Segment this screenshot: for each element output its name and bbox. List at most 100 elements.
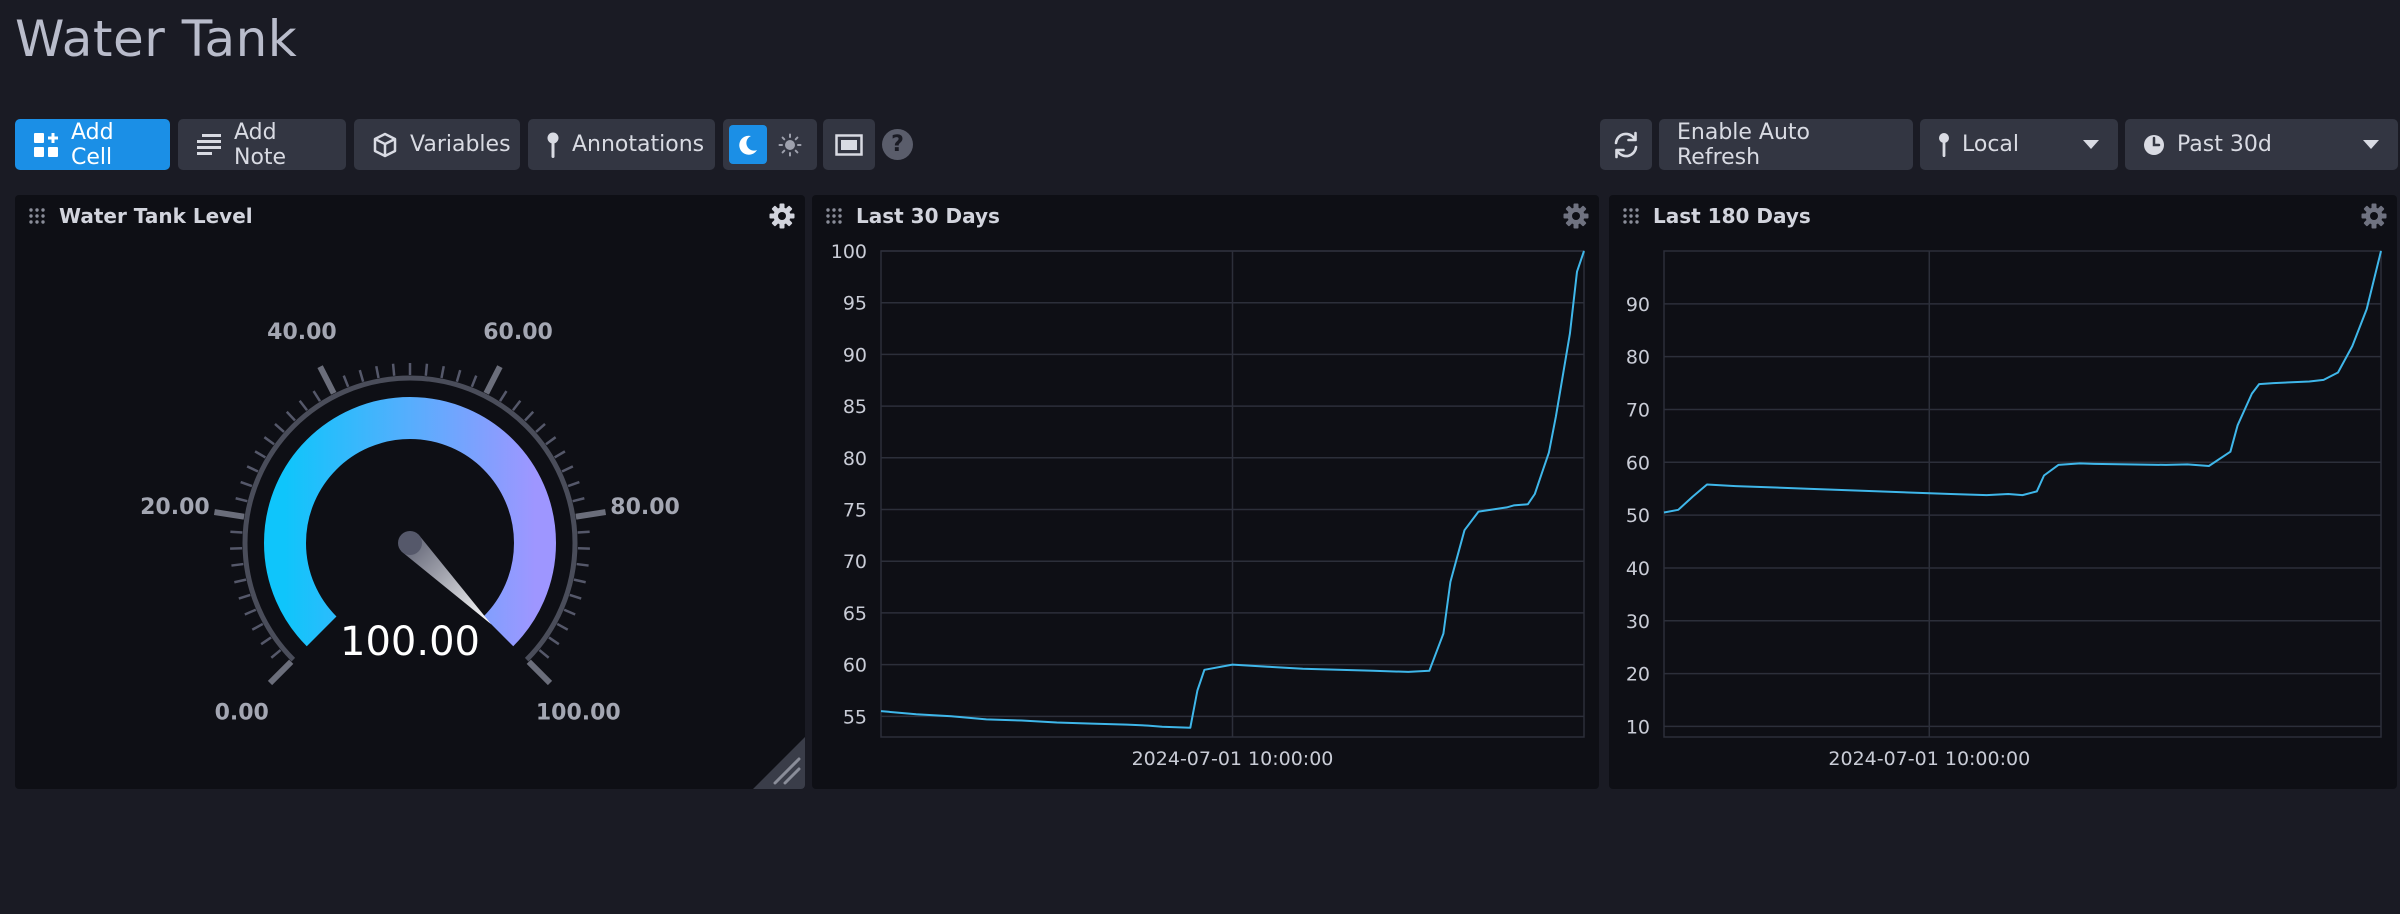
timezone-value: Local (1962, 132, 2020, 157)
note-icon (197, 133, 221, 155)
y-tick-label: 70 (1626, 399, 1650, 421)
pin-icon (547, 132, 559, 158)
gear-icon[interactable] (1563, 203, 1589, 229)
auto-refresh-button[interactable]: Enable Auto Refresh (1659, 119, 1913, 170)
y-tick-label: 40 (1626, 558, 1650, 580)
gauge-minor-tick (577, 530, 590, 534)
gauge-minor-tick (576, 562, 589, 567)
gauge-minor-tick (470, 375, 478, 388)
gauge-minor-tick (375, 365, 380, 379)
variables-button[interactable]: Variables (354, 119, 520, 170)
gauge-minor-tick (553, 450, 566, 459)
refresh-button[interactable] (1600, 119, 1652, 170)
y-tick-label: 90 (1626, 294, 1650, 316)
drag-handle-icon[interactable] (28, 207, 46, 225)
gauge-track (242, 375, 578, 662)
gauge-minor-tick (263, 436, 275, 446)
gauge-minor-tick (240, 480, 253, 488)
gauge-needle (401, 534, 492, 625)
gauge-minor-tick (298, 400, 309, 412)
y-tick-label: 55 (843, 706, 867, 728)
gauge-minor-tick (312, 390, 322, 402)
timezone-dropdown[interactable]: Local (1920, 119, 2118, 170)
add-note-button[interactable]: Add Note (178, 119, 346, 170)
gauge-major-tick (526, 659, 553, 686)
gear-icon[interactable] (2361, 203, 2387, 229)
add-cell-label: Add Cell (71, 119, 114, 170)
gauge-tick-label: 40.00 (267, 320, 337, 345)
fullscreen-icon (835, 133, 863, 156)
gauge-minor-tick (567, 480, 580, 488)
gauge-minor-tick (238, 593, 251, 600)
y-tick-label: 80 (843, 448, 867, 470)
pin-icon (1939, 132, 1949, 157)
add-cell-button[interactable]: Add Cell (15, 119, 170, 170)
gauge-minor-tick (572, 497, 585, 503)
presentation-mode-button[interactable] (823, 119, 875, 170)
gauge-minor-tick (556, 622, 569, 631)
gauge-minor-tick (244, 608, 257, 616)
y-tick-label: 95 (843, 293, 867, 315)
cell-title: Water Tank Level (59, 204, 253, 228)
y-tick-label: 100 (831, 241, 867, 263)
gauge-minor-tick (498, 390, 508, 402)
cell-header: Water Tank Level (15, 195, 805, 237)
gauge-cell: 0.00 20.00 40.00 60.00 80.00 100.00 100.00 Wat… (15, 195, 805, 789)
gauge-minor-tick (234, 578, 247, 584)
gauge-minor-tick (254, 450, 267, 459)
last-30-days-chart: 55 60 65 70 75 80 85 90 95 100 2024-07-01 10:00:00 (831, 241, 1585, 770)
y-tick-label: 85 (843, 396, 867, 418)
sun-icon (778, 133, 802, 156)
gauge-minor-tick (231, 562, 244, 567)
gauge-minor-tick (511, 400, 522, 412)
gauge-major-tick (213, 509, 245, 520)
dark-mode-toggle[interactable] (729, 125, 767, 164)
gauge-tick-label: 60.00 (483, 320, 553, 345)
x-tick-label: 2024-07-01 10:00:00 (1132, 748, 1334, 770)
gauge-minor-tick (230, 530, 243, 534)
chevron-down-icon (2363, 140, 2379, 149)
drag-handle-icon[interactable] (825, 207, 843, 225)
light-mode-toggle[interactable] (771, 125, 809, 164)
gauge-minor-tick (524, 410, 535, 422)
time-range-dropdown[interactable]: Past 30d (2125, 119, 2398, 170)
clock-icon (2144, 134, 2164, 155)
gauge-minor-tick (260, 636, 272, 646)
help-icon[interactable]: ? (882, 129, 913, 160)
gauge-minor-tick (270, 649, 282, 659)
gauge-minor-tick (424, 363, 429, 376)
dashboard-toolbar: Add Cell Add Note Variables Annotations (15, 119, 2400, 170)
series-line (880, 250, 1585, 729)
gauge-minor-tick (548, 636, 560, 646)
gear-icon[interactable] (769, 203, 795, 229)
gauge-minor-tick (358, 369, 365, 383)
gauge-minor-tick (561, 465, 574, 473)
moon-icon (739, 135, 757, 155)
gauge-minor-tick (274, 423, 285, 433)
add-cell-icon (34, 132, 58, 157)
variables-label: Variables (410, 132, 511, 157)
resize-handle[interactable] (753, 737, 805, 789)
y-tick-label: 65 (843, 603, 867, 625)
gauge-major-tick (267, 659, 294, 686)
gauge-minor-tick (455, 369, 462, 383)
drag-handle-icon[interactable] (1622, 207, 1640, 225)
gauge-value: 100.00 (340, 619, 480, 665)
annotations-button[interactable]: Annotations (528, 119, 715, 170)
y-tick-label: 10 (1626, 716, 1650, 738)
y-tick-label: 20 (1626, 664, 1650, 686)
gauge-tick-label: 0.00 (215, 700, 269, 725)
plot-area (1663, 250, 2382, 738)
gauge-minor-tick (563, 608, 576, 616)
annotations-label: Annotations (572, 132, 705, 157)
gauge-tick-label: 100.00 (536, 700, 621, 725)
gauge-value-arc (264, 397, 556, 647)
cell-header: Last 180 Days (1609, 195, 2397, 237)
gauge-major-tick (483, 365, 503, 395)
y-tick-label: 80 (1626, 347, 1650, 369)
cell-title: Last 30 Days (856, 204, 1000, 228)
theme-toggle (723, 119, 817, 170)
gauge-major-tick (575, 509, 607, 520)
series-line (1663, 250, 2382, 514)
last-180-days-cell: 10 20 30 40 50 60 70 80 90 2024-07-01 10:00:00 La… (1609, 195, 2397, 789)
